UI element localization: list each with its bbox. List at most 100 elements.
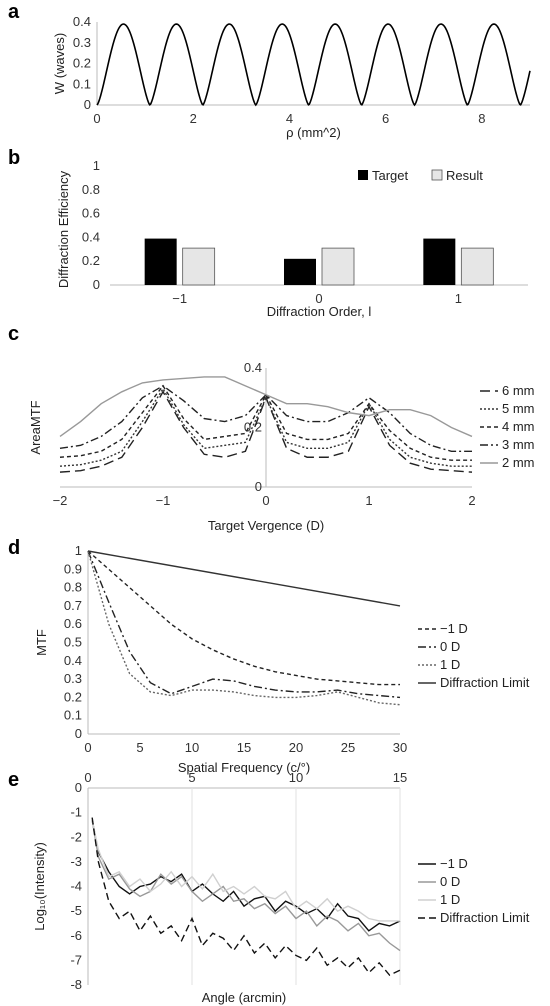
bar-target-2 [423,238,456,285]
y-tick-label-e: -1 [70,805,82,820]
x-tick-label-e: 15 [393,770,407,785]
x-tick-label-e: 5 [188,770,195,785]
y-tick-label-c: 0 [255,479,262,494]
legend-label-e-1: 0 D [440,874,460,889]
y-tick-label-e: -7 [70,952,82,967]
x-tick-label-c: 1 [365,493,372,508]
y-tick-label-d: 0.4 [64,653,82,668]
x-tick-label-d: 30 [393,740,407,755]
x-tick-label-a: 0 [93,111,100,126]
legend-label-d-1: 0 D [440,639,460,654]
x-tick-label-a: 8 [478,111,485,126]
series-line-e-2 [91,819,400,922]
x-tick-label-c: 2 [468,493,475,508]
series-line-e-0 [91,819,401,932]
y-tick-label-a: 0.2 [73,56,91,71]
legend-label-e-2: 1 D [440,892,460,907]
series-line-c-4 [59,376,473,438]
y-axis-title-b: Diffraction Efficiency [56,170,71,288]
y-tick-label-b: 1 [93,158,100,173]
y-tick-label-e: -2 [70,829,82,844]
panel-label-e: e [8,769,19,791]
y-tick-label-d: 0.9 [64,561,82,576]
legend-label-c-4: 2 mm [502,455,535,470]
y-tick-label-e: -6 [70,928,82,943]
x-tick-label-d: 5 [136,740,143,755]
x-tick-label-b: 1 [455,291,462,306]
legend-label-d-3: Diffraction Limit [440,675,530,690]
series-line-e-3 [91,817,401,977]
panel-label-d: d [8,537,20,559]
y-tick-label-b: 0.6 [82,206,100,221]
series-line-e-1 [91,819,401,952]
bar-target-0 [144,238,177,285]
x-axis-title-e: Angle (arcmin) [202,990,287,1005]
series-line-d-1 [87,550,401,699]
legend-label-d-2: 1 D [440,657,460,672]
y-tick-label-d: 0 [75,726,82,741]
x-axis-title-c: Target Vergence (D) [208,518,324,533]
panel-label-a: a [8,1,20,23]
y-tick-label-b: 0.2 [82,253,100,268]
panel-label-c: c [8,323,19,345]
y-tick-label-b: 0 [93,277,100,292]
y-axis-title-e: Log₁₀(Intensity) [32,842,47,931]
y-tick-label-d: 0.8 [64,580,82,595]
y-tick-label-e: -4 [70,879,82,894]
series-line-d-3 [87,550,401,607]
y-tick-label-e: 0 [75,780,82,795]
y-tick-label-a: 0.4 [73,14,91,29]
y-tick-label-b: 0.4 [82,229,100,244]
series-line-d-2 [87,550,401,706]
y-axis-title-c: AreaMTF [28,400,43,454]
series-line-d-0 [87,550,400,686]
legend-label-result: Result [446,168,483,183]
y-tick-label-a: 0 [84,97,91,112]
legend-label-target: Target [372,168,409,183]
y-tick-label-d: 0.6 [64,616,82,631]
y-tick-label-d: 1 [75,543,82,558]
x-tick-label-d: 20 [289,740,303,755]
x-tick-label-a: 6 [382,111,389,126]
y-tick-label-c: 0.4 [244,360,262,375]
x-tick-label-b: 0 [315,291,322,306]
legend-label-c-3: 3 mm [502,437,535,452]
y-tick-label-d: 0.3 [64,671,82,686]
x-tick-label-e: 0 [84,770,91,785]
y-tick-label-e: -5 [70,903,82,918]
legend-label-c-0: 6 mm [502,383,535,398]
x-tick-label-b: −1 [172,291,187,306]
legend-swatch-target [358,170,368,180]
y-tick-label-d: 0.2 [64,689,82,704]
y-tick-label-a: 0.3 [73,35,91,50]
x-axis-title-a: ρ (mm^2) [286,125,341,140]
y-tick-label-d: 0.5 [64,635,82,650]
x-tick-label-d: 0 [84,740,91,755]
y-axis-title-d: MTF [34,629,49,656]
series-line-c-3 [59,385,472,452]
y-tick-label-d: 0.1 [64,708,82,723]
legend-label-e-3: Diffraction Limit [440,910,530,925]
series-line-c-0 [59,390,473,473]
x-tick-label-e: 10 [289,770,303,785]
y-tick-label-d: 0.7 [64,598,82,613]
y-tick-label-a: 0.1 [73,76,91,91]
legend-label-d-0: −1 D [440,621,468,636]
bar-result-1 [321,247,355,286]
x-tick-label-a: 2 [190,111,197,126]
legend-swatch-result [431,169,443,181]
x-tick-label-d: 15 [237,740,251,755]
x-axis-title-b: Diffraction Order, l [267,304,372,319]
x-tick-label-a: 4 [286,111,293,126]
series-line-c-1 [59,387,472,467]
x-tick-label-d: 10 [185,740,199,755]
y-axis-title-a: W (waves) [52,33,67,94]
x-tick-label-d: 25 [341,740,355,755]
legend-label-c-1: 5 mm [502,401,535,416]
y-tick-label-b: 0.8 [82,182,100,197]
legend-label-e-0: −1 D [440,856,468,871]
x-tick-label-c: −1 [156,493,171,508]
y-tick-label-c: 0.2 [244,420,262,435]
series-line-a [96,23,531,107]
panel-label-b: b [8,147,20,169]
